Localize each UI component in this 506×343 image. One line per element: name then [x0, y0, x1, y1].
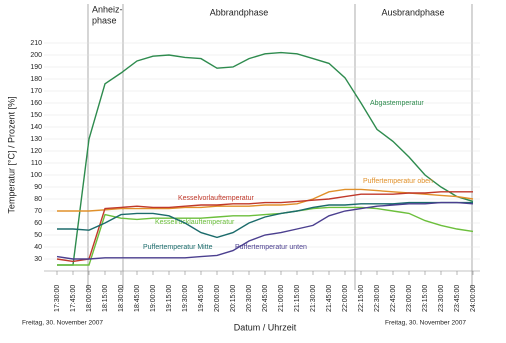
x-tick-label: 21:00:00 — [278, 285, 285, 312]
y-tick-label: 70 — [34, 208, 42, 215]
x-tick-label: 20:45:00 — [262, 285, 269, 312]
y-tick-label: 100 — [30, 172, 42, 179]
y-tick-label: 50 — [34, 232, 42, 239]
x-tick-label: 22:30:00 — [374, 285, 381, 312]
x-tick-label: 19:45:00 — [198, 285, 205, 312]
y-tick-label: 190 — [30, 64, 42, 71]
date-label: Freitag, 30. November 2007 — [22, 320, 103, 327]
x-tick-label: 20:00:00 — [214, 285, 221, 312]
series-line — [56, 201, 474, 260]
x-tick-label: 17:45:00 — [70, 285, 77, 312]
y-axis-title: Temperatur [°C] / Prozent [%] — [6, 96, 16, 213]
series-label: Puffertemperatur Mitte — [143, 244, 213, 251]
y-tick-label: 30 — [34, 256, 42, 263]
x-tick-label: 19:00:00 — [150, 285, 157, 312]
series-label: Puffertemperatur oben — [363, 178, 433, 185]
x-tick-label: 18:00:00 — [86, 285, 93, 312]
series-line — [57, 188, 474, 212]
series-label: Kesselrücklauftemperatur — [155, 219, 235, 226]
y-tick-label: 60 — [34, 220, 42, 227]
series-line — [56, 191, 473, 263]
x-tick-label: 21:15:00 — [294, 285, 301, 312]
x-tick-label: 21:30:00 — [310, 285, 317, 312]
x-axis-title: Datum / Uhrzeit — [234, 322, 297, 332]
y-tick-label: 210 — [30, 40, 42, 47]
y-tick-label: 120 — [30, 148, 42, 155]
series-line — [57, 51, 474, 266]
x-tick-label: 23:00:00 — [406, 285, 413, 312]
y-tick-label: 80 — [34, 196, 42, 203]
x-tick-label: 18:45:00 — [134, 285, 141, 312]
y-tick-label: 170 — [30, 88, 42, 95]
x-tick-label: 18:30:00 — [118, 285, 125, 312]
y-tick-label: 140 — [30, 124, 42, 131]
y-tick-label: 90 — [34, 184, 42, 191]
x-tick-label: 22:00:00 — [342, 285, 349, 312]
x-tick-label: 22:45:00 — [390, 285, 397, 312]
phase-label: Anheiz- — [92, 4, 123, 14]
x-tick-label: 23:45:00 — [454, 285, 461, 312]
series-label: Puffertemperatur unten — [235, 244, 307, 251]
x-tick-label: 24:00:00 — [470, 285, 477, 312]
series-line — [57, 206, 474, 266]
x-tick-label: 20:30:00 — [246, 285, 253, 312]
series-label: Abgastemperatur — [370, 100, 424, 107]
x-tick-label: 20:15:00 — [230, 285, 237, 312]
y-tick-label: 110 — [31, 160, 42, 167]
phase-label: Ausbrandphase — [381, 7, 444, 17]
series-line — [57, 201, 473, 239]
y-tick-label: 200 — [30, 52, 42, 59]
x-tick-label: 23:30:00 — [438, 285, 445, 312]
phase-label: Abbrandphase — [210, 7, 269, 17]
x-tick-label: 19:30:00 — [182, 285, 189, 312]
x-tick-label: 17:30:00 — [54, 285, 61, 312]
y-tick-label: 130 — [30, 136, 42, 143]
x-tick-label: 21:45:00 — [326, 285, 333, 312]
x-tick-label: 22:15:00 — [358, 285, 365, 312]
y-tick-label: 150 — [30, 112, 42, 119]
phase-label: phase — [92, 15, 117, 25]
series-label: Kesselvorlauftemperatur — [178, 195, 255, 202]
y-tick-label: 160 — [30, 100, 42, 107]
y-tick-label: 180 — [30, 76, 42, 83]
date-label: Freitag, 30. November 2007 — [385, 320, 466, 327]
y-tick-label: 40 — [34, 244, 42, 251]
x-tick-label: 19:15:00 — [166, 285, 173, 312]
x-tick-label: 23:15:00 — [422, 285, 429, 312]
x-tick-label: 18:15:00 — [102, 285, 109, 312]
